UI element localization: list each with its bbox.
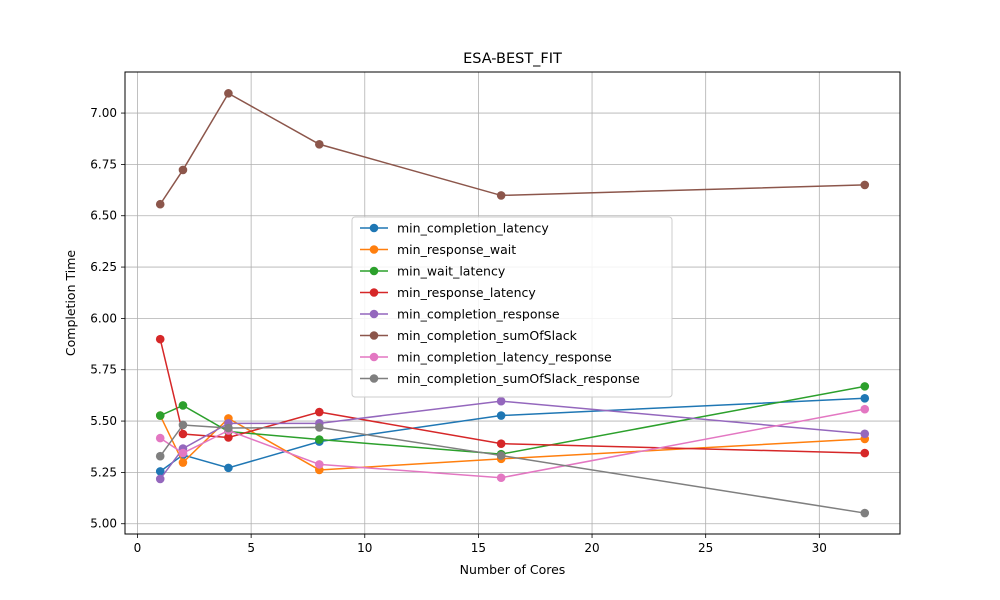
legend-label: min_completion_latency_response [397,350,612,365]
y-tick-label: 5.50 [90,414,117,428]
series-min_completion_latency [155,393,870,476]
x-axis-label: Number of Cores [460,562,566,577]
data-point [496,411,506,420]
x-tick-label: 15 [471,541,486,555]
legend-item: min_wait_latency [360,264,506,279]
y-axis-label: Completion Time [63,250,78,356]
data-point [860,508,870,518]
data-point [860,429,870,439]
series-line [159,397,865,472]
data-point [178,401,188,410]
y-tick-label: 5.25 [90,465,117,479]
series-min_completion_sumOfSlack [155,89,870,209]
data-point [178,165,188,175]
legend-label: min_response_latency [397,285,536,300]
legend-label: min_completion_sumOfSlack [397,328,578,343]
data-point [315,407,324,417]
data-point [155,334,165,344]
legend-item: min_completion_latency_response [360,350,612,365]
x-tick-label: 0 [134,541,142,555]
data-point [178,458,188,467]
chart-title: ESA-BEST_FIT [463,51,562,67]
legend-marker [369,374,379,383]
data-point [315,423,324,432]
data-point [155,467,165,476]
series-line [159,408,865,479]
series-min_completion_sumOfSlack_response [155,420,870,518]
x-tick-label: 5 [247,541,255,555]
x-axis-ticks: 0 5 10 15 20 25 30 [134,534,827,555]
data-point [155,199,165,209]
legend-marker [369,288,379,297]
legend-marker [369,245,379,254]
y-axis-ticks: 5.00 5.25 5.50 5.75 6.00 6.25 6.50 6.75 7.00 [90,106,125,531]
data-point [315,435,324,444]
x-tick-label: 10 [357,541,372,555]
series-lines [155,89,870,518]
legend-marker [369,223,379,233]
legend-item: min_response_latency [360,285,536,300]
data-point [178,429,188,439]
legend: min_completion_latency min_response_waitm… [351,216,673,398]
x-tick-label: 20 [584,541,599,555]
data-point [224,89,233,98]
legend-label: min_completion_sumOfSlack_response [397,371,640,386]
legend-label: min_completion_latency [397,221,549,236]
plot-area-frame [124,71,901,535]
legend-marker [369,309,379,319]
data-point [860,404,870,414]
series-min_response_latency [155,334,870,458]
legend-marker [369,266,379,276]
data-point [496,473,506,483]
legend-label: min_completion_response [397,307,560,322]
data-point [224,423,233,433]
series-line [159,92,865,205]
data-point [155,411,165,420]
y-tick-label: 6.00 [90,311,117,325]
legend-label: min_response_wait [397,242,516,257]
y-tick-label: 7.00 [90,106,117,120]
x-tick-label: 25 [698,541,713,555]
legend-item: min_completion_response [360,307,560,322]
data-point [155,451,165,461]
data-point [155,474,165,484]
legend-item: min_completion_sumOfSlack_response [360,371,640,386]
legend-marker [369,331,379,340]
data-point [860,393,870,403]
series-line [159,424,865,514]
data-point [860,180,870,190]
data-point [178,448,188,458]
y-tick-label: 5.00 [90,517,117,531]
data-point [315,460,324,469]
data-point [178,420,188,430]
data-point [496,396,506,406]
y-tick-label: 6.75 [90,157,117,171]
data-point [496,451,506,460]
series-min_completion_latency_response [155,404,870,483]
data-point [496,191,506,200]
legend-marker [369,352,379,362]
legend-label: min_wait_latency [397,264,506,279]
data-point [315,139,324,149]
legend-item: min_response_wait [360,242,516,257]
y-tick-label: 5.75 [90,363,117,377]
y-tick-label: 6.50 [90,209,117,223]
data-point [224,463,233,473]
series-line [159,338,865,454]
legend-item: min_completion_latency [360,221,549,236]
data-point [860,382,870,391]
x-tick-label: 30 [812,541,827,555]
data-point [224,433,233,442]
legend-item: min_completion_sumOfSlack [360,328,578,343]
legend-box [351,216,673,398]
data-point [860,448,870,458]
y-tick-label: 6.25 [90,260,117,274]
data-point [496,439,506,448]
data-point [155,433,165,443]
